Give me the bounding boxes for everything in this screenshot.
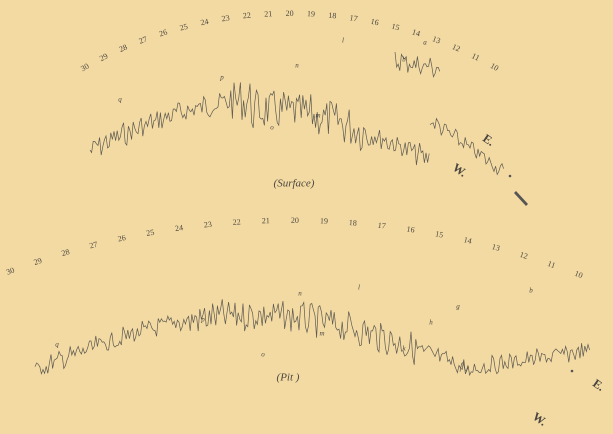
hour-label: 17 [349, 13, 358, 23]
ink-mark [514, 191, 528, 206]
ink-dot [508, 174, 512, 178]
hour-label: 10 [573, 269, 584, 280]
trace-letter: m [319, 330, 324, 338]
trace [394, 51, 441, 78]
trace-letter: l [358, 284, 360, 292]
hour-label: 15 [391, 22, 401, 33]
hour-label: 16 [370, 17, 380, 27]
hour-label: 16 [406, 224, 415, 234]
hour-label: 18 [328, 11, 337, 21]
hour-label: 29 [33, 256, 43, 267]
trace-letter: q [118, 96, 122, 104]
hour-label: 29 [98, 51, 109, 63]
trace-letter: l [342, 37, 344, 45]
hour-label: 17 [377, 221, 386, 231]
trace-letter: p [200, 316, 205, 324]
hour-label: 26 [117, 233, 127, 244]
trace-letter: h [429, 319, 433, 327]
trace [89, 82, 430, 166]
hour-label: 22 [232, 217, 241, 227]
trace-letter: k [402, 345, 406, 353]
hour-label: 25 [146, 228, 155, 238]
hour-label: 21 [262, 216, 270, 225]
trace-letter: b [529, 287, 533, 295]
trace-letter: n [295, 62, 299, 70]
hour-label: 11 [470, 51, 481, 63]
hour-label: 19 [307, 9, 315, 18]
hour-label: 22 [242, 11, 251, 21]
hour-label: 13 [491, 242, 501, 253]
hour-label: 12 [451, 42, 462, 53]
hour-label: 18 [349, 218, 358, 228]
trace-letter: m [315, 112, 320, 120]
trace-letter: a [423, 39, 427, 47]
hour-label: 30 [5, 266, 16, 277]
hour-label: 23 [203, 220, 212, 230]
trace-letter: b [402, 56, 406, 64]
trace-letter: o [261, 351, 265, 359]
trace-letter: g [456, 303, 460, 311]
trace-letter: p [219, 74, 224, 82]
trace [34, 299, 469, 376]
hour-label: 11 [546, 259, 556, 270]
trace-letter: o [270, 124, 274, 132]
hour-label: 27 [138, 35, 149, 46]
hour-label: 19 [320, 216, 328, 225]
pit-caption: (Pit ) [277, 372, 300, 384]
hour-label: 20 [291, 216, 299, 225]
ink-dot [570, 369, 574, 373]
surface-west: W. [450, 160, 469, 179]
hour-label: 14 [463, 235, 473, 246]
hour-label: 25 [179, 22, 189, 33]
hour-label: 27 [89, 240, 99, 251]
hour-label: 28 [118, 42, 129, 53]
hour-label: 28 [60, 247, 70, 258]
hour-label: 30 [79, 61, 90, 73]
hour-label: 24 [200, 17, 210, 27]
hour-label: 12 [519, 250, 529, 261]
hour-label: 14 [411, 27, 421, 38]
trace [459, 343, 590, 377]
hour-label: 23 [221, 13, 230, 23]
hour-label: 20 [286, 9, 294, 18]
trace-letter: q [55, 341, 59, 349]
hour-label: 26 [158, 28, 168, 39]
hour-label: 24 [174, 223, 183, 233]
trace-letter: n [298, 290, 302, 298]
hour-label: 13 [431, 34, 442, 45]
hour-label: 21 [264, 9, 272, 18]
hour-label: 15 [434, 229, 444, 239]
surface-caption: (Surface) [274, 178, 315, 190]
trace [429, 117, 504, 176]
hour-label: 10 [489, 61, 500, 73]
pit-west: W. [530, 409, 549, 428]
